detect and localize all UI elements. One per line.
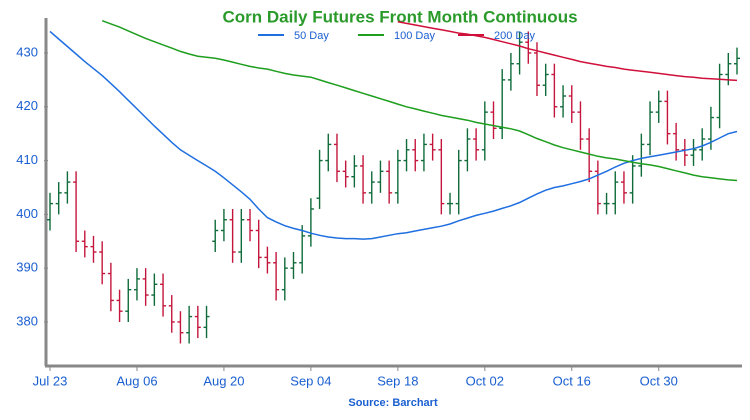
- x-tick-label: Oct 02: [466, 373, 504, 388]
- y-tick-label: 430: [16, 44, 38, 59]
- y-tick-label: 390: [16, 260, 38, 275]
- y-tick-label: 380: [16, 313, 38, 328]
- ma-line: [397, 21, 738, 82]
- x-tick-label: Jul 23: [33, 373, 68, 388]
- legend-label: 50 Day: [294, 30, 329, 42]
- x-tick-label: Aug 06: [116, 373, 157, 388]
- ma-line: [101, 19, 738, 182]
- x-tick-label: Sep 04: [290, 373, 331, 388]
- ma-line: [49, 30, 738, 240]
- x-tick-label: Oct 30: [640, 373, 678, 388]
- y-tick-label: 410: [16, 152, 38, 167]
- y-tick-label: 420: [16, 98, 38, 113]
- y-tick-label: 400: [16, 206, 38, 221]
- x-tick-label: Sep 18: [377, 373, 418, 388]
- x-tick-label: Aug 20: [203, 373, 244, 388]
- legend-label: 100 Day: [394, 30, 435, 42]
- source: Source: Barchart: [348, 397, 438, 409]
- legend-label: 200 Day: [494, 30, 535, 42]
- x-tick-label: Oct 16: [553, 373, 591, 388]
- chart-title: Corn Daily Futures Front Month Continuou…: [222, 7, 577, 26]
